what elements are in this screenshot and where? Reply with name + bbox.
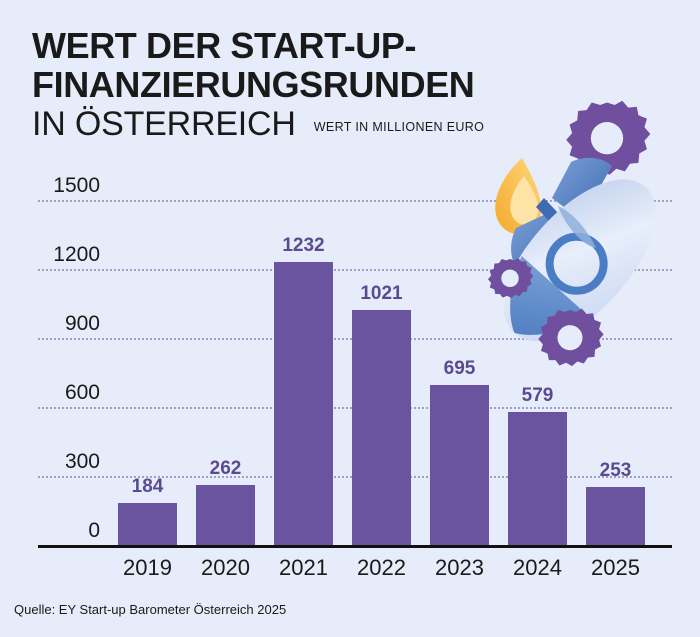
x-axis-tick-label-2021: 2021	[279, 555, 328, 580]
bar-value-label-2024: 579	[521, 385, 554, 406]
y-axis-tick-label: 600	[64, 381, 100, 404]
bar-value-label-2023: 695	[443, 358, 476, 379]
bar-2023[interactable]	[430, 385, 489, 545]
bar-2025[interactable]	[586, 487, 645, 545]
x-axis-tick-label-2022: 2022	[357, 555, 406, 580]
y-axis-tick-label: 1500	[53, 174, 100, 197]
x-axis-tick-label-2024: 2024	[513, 555, 562, 580]
header: WERT DER START-UP- FINANZIERUNGSRUNDEN I…	[32, 26, 672, 143]
bar-2024[interactable]	[508, 412, 567, 545]
gridline	[38, 269, 672, 271]
y-axis-tick-label: 900	[64, 312, 100, 335]
y-axis-tick-label: 1200	[53, 243, 100, 266]
y-axis-tick-label: 300	[64, 450, 100, 473]
bar-2019[interactable]	[118, 503, 177, 545]
x-axis-tick-label-2019: 2019	[123, 555, 172, 580]
subtitle-row: IN ÖSTERREICH WERT IN MILLIONEN EURO	[32, 105, 672, 143]
chart-unit-label: WERT IN MILLIONEN EURO	[313, 120, 485, 134]
bar-value-label-2020: 262	[209, 458, 242, 479]
x-axis-line	[38, 545, 672, 548]
page-title-line-2: FINANZIERUNGSRUNDEN	[32, 64, 475, 105]
bar-2021[interactable]	[274, 262, 333, 545]
source-note: Quelle: EY Start-up Barometer Österreich…	[14, 602, 287, 617]
x-axis-tick-label-2023: 2023	[435, 555, 484, 580]
page-title-line-3: IN ÖSTERREICH	[32, 105, 296, 143]
page-title-line-1: WERT DER START-UP-	[32, 25, 417, 66]
bar-2022[interactable]	[352, 310, 411, 545]
bar-value-label-2021: 1232	[282, 235, 325, 256]
bar-value-label-2019: 184	[131, 476, 164, 497]
bar-value-label-2022: 1021	[360, 283, 403, 304]
y-axis-tick-label: 0	[88, 519, 100, 542]
x-axis-tick-label-2025: 2025	[591, 555, 640, 580]
x-axis-tick-label-2020: 2020	[201, 555, 250, 580]
gridline	[38, 200, 672, 202]
bar-value-label-2025: 253	[599, 460, 632, 481]
bar-2020[interactable]	[196, 485, 255, 545]
